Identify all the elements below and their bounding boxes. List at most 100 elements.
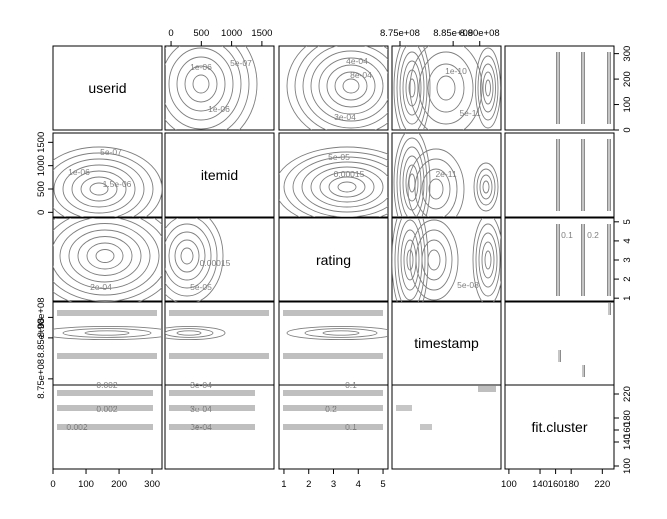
x-tick-label-userid: 200 xyxy=(111,479,127,490)
x-tick-label-userid: 100 xyxy=(78,479,94,490)
y-right-tick-label-fit-cluster: 140 xyxy=(622,434,633,450)
panel-rating-vs-userid xyxy=(52,217,163,303)
contour-line xyxy=(304,328,378,338)
contour-line xyxy=(407,148,465,217)
x-top-tick-label-itemid: 1500 xyxy=(251,28,272,39)
panel-rating-vs-itemid xyxy=(164,217,275,303)
x-tick-label-rating: 2 xyxy=(306,479,311,490)
contour-line xyxy=(477,55,499,121)
contour-line xyxy=(328,176,366,198)
y-tick-label-itemid: 0 xyxy=(36,210,47,215)
y-right-tick-label-fit-cluster: 160 xyxy=(622,422,633,438)
y-tick-label-timestamp: 8.75e+08 xyxy=(36,359,47,399)
contour-line xyxy=(292,156,388,217)
panel-itemid-vs-fit-cluster xyxy=(504,132,615,218)
contour-line xyxy=(301,161,388,213)
x-top-tick-label-itemid: 1000 xyxy=(221,28,242,39)
contour-label: 0.00015 xyxy=(200,258,231,268)
diagonal-label-fit-cluster: fit.cluster xyxy=(531,419,587,435)
contour-label: 1e-06 xyxy=(208,104,230,114)
contour-line xyxy=(53,218,162,302)
contour-line xyxy=(428,178,444,200)
contour-line xyxy=(176,56,226,112)
contour-label: 1e-10 xyxy=(445,66,467,76)
contour-line xyxy=(409,46,483,130)
contour-line xyxy=(279,146,388,217)
contour-label: 1e-06 xyxy=(190,62,212,72)
y-tick-label-itemid: 500 xyxy=(36,181,47,197)
contour-label: 3e-04 xyxy=(190,422,212,432)
x-top-tick-label-timestamp: 8.85e+08 xyxy=(433,28,473,39)
contour-line xyxy=(396,137,428,217)
y-right-tick-label-rating: 3 xyxy=(622,257,633,262)
diagonal-label-itemid: itemid xyxy=(201,167,238,183)
panel-userid-vs-rating xyxy=(278,45,389,131)
panel-timestamp-vs-fit-cluster xyxy=(504,300,615,386)
diagonal-label-timestamp: timestamp xyxy=(414,335,479,351)
y-right-tick-label-rating: 5 xyxy=(622,219,633,224)
x-tick-label-fit-cluster: 100 xyxy=(501,479,517,490)
contour-label: 5e-11 xyxy=(459,108,480,118)
contour-line xyxy=(472,218,501,302)
y-right-tick-label-fit-cluster: 180 xyxy=(622,410,633,426)
contour-line xyxy=(427,249,441,271)
panel-fit-cluster-vs-userid xyxy=(52,384,163,470)
contour-line xyxy=(53,325,162,341)
contour-line xyxy=(59,223,151,289)
contour-line xyxy=(481,241,495,279)
contour-line xyxy=(479,174,493,200)
contour-line xyxy=(408,78,416,98)
contour-line xyxy=(476,168,496,206)
y-tick-label-timestamp: 8.85e+08 xyxy=(36,318,47,358)
contour-label: 8e-04 xyxy=(350,70,372,80)
contour-line xyxy=(77,236,133,276)
contour-label: 4e-04 xyxy=(346,56,368,66)
panel-userid-vs-timestamp xyxy=(391,45,502,131)
contour-line xyxy=(473,162,499,212)
contour-line xyxy=(165,218,224,302)
contour-line xyxy=(418,51,474,125)
panel-fit-cluster-vs-fit-cluster xyxy=(504,384,615,470)
panel-userid-vs-fit-cluster xyxy=(504,45,615,131)
contour-line xyxy=(286,46,313,130)
diagonal-label-userid: userid xyxy=(88,80,126,96)
y-right-tick-label-rating: 4 xyxy=(622,238,633,243)
contour-line xyxy=(84,330,130,336)
contour-line xyxy=(482,71,494,105)
contour-line xyxy=(168,47,234,121)
contour-line xyxy=(310,50,388,122)
y-right-tick-label-userid: 300 xyxy=(622,46,633,62)
panel-fit-cluster-vs-timestamp xyxy=(391,384,502,470)
contour-label: 0.1 xyxy=(561,230,573,240)
contour-line xyxy=(165,218,218,297)
contour-line xyxy=(86,242,124,270)
contour-line xyxy=(436,75,456,101)
y-right-tick-label-fit-cluster: 220 xyxy=(622,386,633,402)
contour-line xyxy=(393,46,431,130)
panel-itemid-vs-itemid xyxy=(164,132,275,218)
contour-line xyxy=(406,249,414,271)
contour-line xyxy=(482,180,490,194)
contour-label: 5e-08 xyxy=(457,280,479,290)
contour-line xyxy=(421,239,447,281)
panel-timestamp-vs-itemid xyxy=(164,300,275,386)
x-tick-label-fit-cluster: 180 xyxy=(563,479,579,490)
x-top-tick-label-itemid: 0 xyxy=(168,28,173,39)
contour-line xyxy=(53,218,160,296)
y-right-tick-label-userid: 0 xyxy=(622,127,633,132)
contour-line xyxy=(394,218,426,302)
contour-line xyxy=(192,74,210,94)
x-tick-label-fit-cluster: 140 xyxy=(532,479,548,490)
y-tick-label-itemid: 1500 xyxy=(36,132,47,153)
contour-line xyxy=(174,239,200,273)
contour-label: 1e-06 xyxy=(68,167,90,177)
contour-line xyxy=(62,328,152,338)
contour-line xyxy=(184,65,218,103)
contour-line xyxy=(326,64,376,108)
panel-userid-vs-itemid xyxy=(164,45,275,131)
contour-line xyxy=(71,170,127,208)
contour-line xyxy=(302,46,388,129)
contour-line xyxy=(485,79,491,97)
x-tick-label-fit-cluster: 160 xyxy=(548,479,564,490)
contour-line xyxy=(62,164,136,214)
